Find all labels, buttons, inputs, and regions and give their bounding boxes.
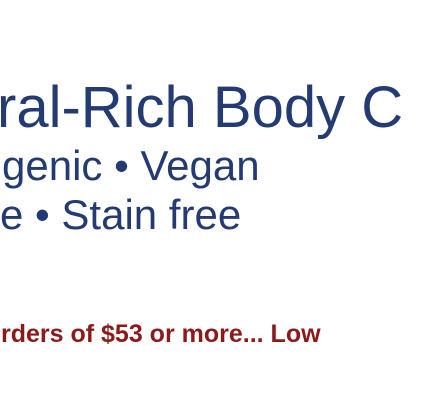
shipping-promo-text: rders of $53 or more... Low xyxy=(1,320,321,348)
banner-subline-stain-free: e • Stain free xyxy=(0,191,242,238)
banner-headline: ral-Rich Body C xyxy=(0,75,404,140)
banner-subline-features: genic • Vegan xyxy=(2,142,260,189)
